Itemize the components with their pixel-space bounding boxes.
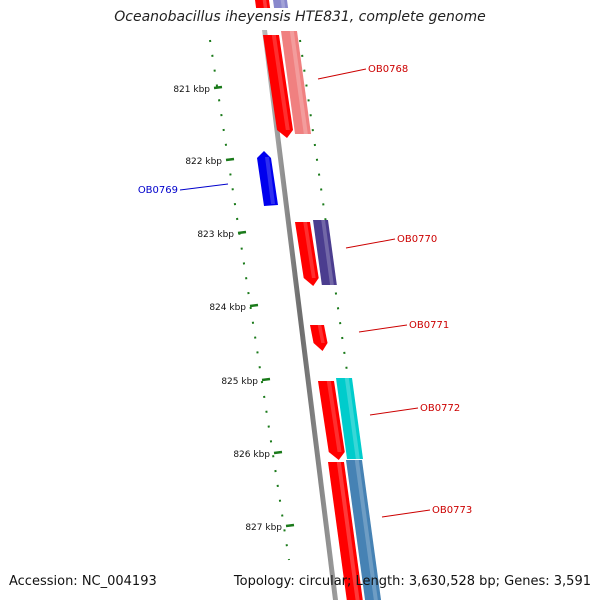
gene-features: OB0768 OB0769 OB0770 OB0771 OB0772 OB0773 xyxy=(138,0,472,600)
gene-ob0768-arrow[interactable] xyxy=(263,35,294,138)
gene-ob0770-track[interactable] xyxy=(313,220,337,285)
scale-tick-mark xyxy=(213,85,223,90)
gene-ob0773-track[interactable] xyxy=(346,460,382,600)
scale-tick-mark xyxy=(225,157,235,162)
topology-text: Topology: circular; Length: 3,630,528 bp… xyxy=(233,574,591,589)
gene-label-leader xyxy=(381,509,431,518)
gene-ob0772-track-shade[interactable] xyxy=(344,378,360,459)
gene-ob0769-shade[interactable] xyxy=(265,157,275,204)
scale-tick-label: 826 kbp xyxy=(233,450,270,460)
gene-label-leader xyxy=(345,238,396,249)
gene-ob0768-arrow-shade[interactable] xyxy=(271,35,290,130)
scale-tick-label: 825 kbp xyxy=(221,377,258,387)
gene-ob0768-track-shade[interactable] xyxy=(289,31,308,134)
gene-ob0773-arrow-shade[interactable] xyxy=(336,462,360,600)
scale-tick-label: 821 kbp xyxy=(173,85,210,95)
gene-ob0770-arrow[interactable] xyxy=(295,222,319,286)
gene-label-leader xyxy=(317,68,367,80)
scale-tick-mark xyxy=(285,523,295,528)
gene-label[interactable]: OB0768 xyxy=(368,64,408,75)
scale-tick-mark xyxy=(261,377,271,382)
gene-fragment-top-2-shade[interactable] xyxy=(280,0,286,8)
gene-ob0771-arrow-shade[interactable] xyxy=(317,325,325,343)
scale-ticks: 821 kbp 822 kbp 823 kbp 824 kbp 825 kbp 826 k… xyxy=(173,85,295,533)
scale-tick-mark xyxy=(249,303,259,308)
scale-tick-label: 823 kbp xyxy=(197,230,234,240)
gene-fragment-top-2[interactable] xyxy=(273,0,289,8)
scale-tick-mark xyxy=(237,230,247,235)
gene-fragment-top-shade[interactable] xyxy=(262,0,268,8)
gene-label[interactable]: OB0771 xyxy=(409,320,449,331)
gene-ob0768-track[interactable] xyxy=(281,31,312,134)
gene-ob0770-arrow-shade[interactable] xyxy=(303,222,316,278)
genome-backbone xyxy=(262,30,338,600)
gene-ob0773-track-shade[interactable] xyxy=(354,460,378,600)
gene-label[interactable]: OB0773 xyxy=(432,505,472,516)
gene-ob0769-arrow[interactable] xyxy=(257,151,278,206)
gene-ob0772-arrow-shade[interactable] xyxy=(326,381,342,452)
gene-label-leader xyxy=(179,183,229,191)
gene-ob0773-arrow[interactable] xyxy=(328,462,363,600)
gene-ob0771-arrow[interactable] xyxy=(310,325,328,351)
gene-label-leader xyxy=(369,407,419,416)
gene-ob0770-track-shade[interactable] xyxy=(321,220,334,285)
scale-tick-label: 827 kbp xyxy=(245,523,282,533)
gene-label[interactable]: OB0769 xyxy=(138,185,178,196)
gene-label-leader xyxy=(358,324,408,333)
scale-tick-label: 824 kbp xyxy=(209,303,246,313)
gene-ob0772-track[interactable] xyxy=(336,378,364,459)
gene-fragment-top[interactable] xyxy=(255,0,271,8)
scale-tick-mark xyxy=(273,450,283,455)
scale-tick-label: 822 kbp xyxy=(185,157,222,167)
gene-label[interactable]: OB0770 xyxy=(397,234,437,245)
accession-text: Accession: NC_004193 xyxy=(9,574,157,589)
genome-title: Oceanobacillus iheyensis HTE831, complet… xyxy=(114,9,486,25)
gene-ob0772-arrow[interactable] xyxy=(318,381,345,460)
gene-label[interactable]: OB0772 xyxy=(420,403,460,414)
